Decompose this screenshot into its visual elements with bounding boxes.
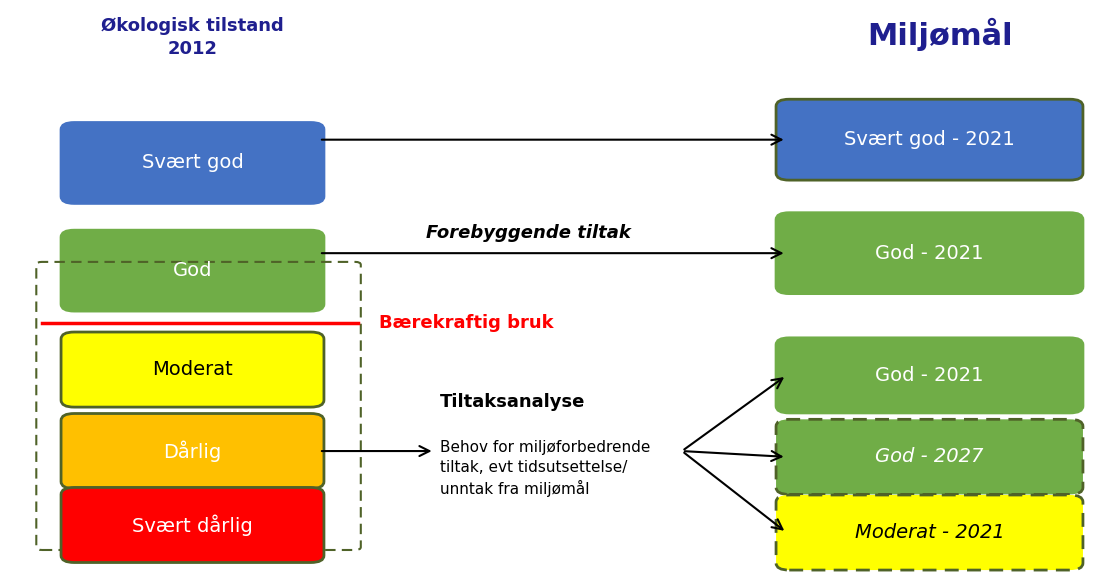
Text: Svært god: Svært god: [142, 154, 243, 172]
Text: God - 2027: God - 2027: [876, 448, 983, 466]
FancyBboxPatch shape: [777, 213, 1082, 294]
FancyBboxPatch shape: [60, 230, 323, 311]
Text: God - 2021: God - 2021: [876, 244, 983, 262]
Text: Tiltaksanalyse: Tiltaksanalyse: [440, 393, 585, 410]
FancyBboxPatch shape: [777, 495, 1082, 570]
FancyBboxPatch shape: [60, 413, 323, 489]
FancyBboxPatch shape: [777, 419, 1082, 495]
Text: Økologisk tilstand
2012: Økologisk tilstand 2012: [101, 17, 284, 58]
FancyBboxPatch shape: [60, 488, 323, 562]
Text: Moderat - 2021: Moderat - 2021: [855, 523, 1004, 542]
Text: Forebyggende tiltak: Forebyggende tiltak: [426, 224, 630, 242]
Text: Behov for miljøforbedrende
tiltak, evt tidsutsettelse/
unntak fra miljømål: Behov for miljøforbedrende tiltak, evt t…: [440, 440, 650, 497]
Text: Svært god - 2021: Svært god - 2021: [844, 130, 1015, 149]
FancyBboxPatch shape: [60, 332, 323, 407]
Text: Svært dårlig: Svært dårlig: [132, 514, 253, 535]
FancyBboxPatch shape: [777, 338, 1082, 413]
Text: Miljømål: Miljømål: [868, 17, 1013, 51]
FancyBboxPatch shape: [777, 99, 1082, 180]
Text: God: God: [173, 261, 212, 280]
FancyBboxPatch shape: [60, 123, 323, 204]
Text: Dårlig: Dårlig: [164, 441, 221, 462]
Text: Bærekraftig bruk: Bærekraftig bruk: [379, 314, 554, 332]
Text: God - 2021: God - 2021: [876, 366, 983, 385]
Text: Moderat: Moderat: [152, 360, 233, 379]
